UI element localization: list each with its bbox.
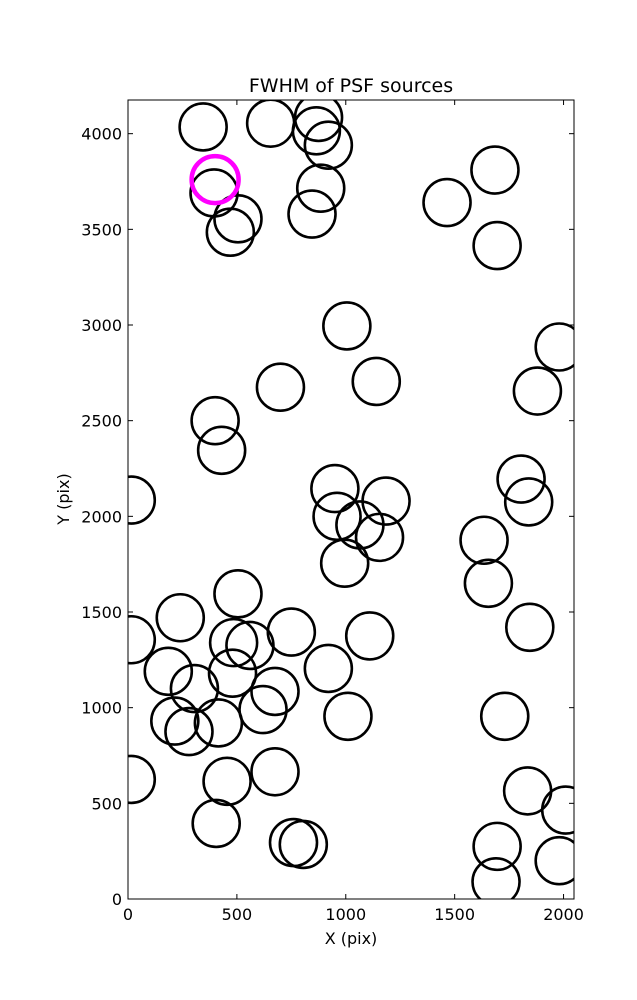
data-point xyxy=(472,220,522,271)
data-point xyxy=(344,611,395,661)
data-point xyxy=(213,569,263,619)
data-point xyxy=(504,602,555,653)
data-point xyxy=(351,356,402,407)
y-tick-label: 4000 xyxy=(81,125,122,144)
data-point xyxy=(503,477,554,527)
x-tick-label: 2000 xyxy=(543,905,584,924)
y-axis-label: Y (pix) xyxy=(54,473,73,525)
data-point xyxy=(207,648,258,699)
x-tick-label: 500 xyxy=(222,905,253,924)
data-point xyxy=(459,515,509,566)
y-tick-label: 0 xyxy=(112,890,122,909)
y-tick-label: 3500 xyxy=(81,220,122,239)
data-point xyxy=(250,666,300,717)
data-point xyxy=(534,835,574,886)
data-point xyxy=(471,856,521,899)
data-point xyxy=(479,691,530,742)
data-point xyxy=(238,684,288,735)
data-point xyxy=(143,646,194,697)
data-points xyxy=(128,100,574,899)
plot-frame xyxy=(127,99,575,900)
data-point xyxy=(128,475,157,525)
data-point xyxy=(190,395,240,446)
data-point xyxy=(319,538,370,589)
data-point xyxy=(287,189,337,239)
highlighted-point xyxy=(189,153,241,206)
x-axis-label: X (pix) xyxy=(325,929,378,948)
data-point xyxy=(534,322,574,372)
data-point xyxy=(463,558,514,609)
data-point xyxy=(502,766,553,816)
y-axis-ticks: 0 500 1000 1500 2000 2500 3000 3500 4000 xyxy=(81,125,574,909)
y-tick-label: 1500 xyxy=(81,603,122,622)
data-point xyxy=(164,706,214,757)
y-tick-label: 500 xyxy=(91,794,122,813)
data-point xyxy=(255,362,306,412)
data-point xyxy=(178,102,228,152)
data-point xyxy=(322,301,372,351)
data-point xyxy=(245,100,296,148)
data-point xyxy=(250,746,300,797)
data-point xyxy=(512,366,563,416)
x-tick-label: 0 xyxy=(123,905,133,924)
data-point xyxy=(303,643,354,694)
data-point xyxy=(310,463,360,514)
x-axis-ticks: 0 500 1000 1500 2000 xyxy=(123,100,584,924)
chart-title: FWHM of PSF sources xyxy=(249,75,453,97)
data-point xyxy=(202,756,252,807)
x-tick-label: 1500 xyxy=(434,905,475,924)
data-point xyxy=(208,617,259,668)
data-point xyxy=(150,696,200,746)
data-point xyxy=(205,207,256,258)
data-point xyxy=(295,163,346,214)
data-point xyxy=(155,592,206,643)
data-point xyxy=(323,691,373,742)
data-point xyxy=(472,821,522,872)
data-point xyxy=(268,817,319,868)
data-point xyxy=(191,798,241,849)
y-tick-label: 2500 xyxy=(81,412,122,431)
data-point xyxy=(540,785,574,835)
data-point xyxy=(291,106,342,156)
data-point xyxy=(225,620,275,671)
data-point xyxy=(196,425,247,476)
data-point xyxy=(169,663,220,714)
y-tick-label: 3000 xyxy=(81,316,122,335)
data-point xyxy=(470,145,520,195)
data-point xyxy=(422,177,472,228)
data-point xyxy=(213,194,263,244)
data-point xyxy=(354,512,405,563)
data-point xyxy=(128,614,157,665)
data-point xyxy=(278,819,329,870)
y-tick-label: 2000 xyxy=(81,507,122,526)
data-point xyxy=(496,454,546,504)
data-point xyxy=(303,120,354,170)
data-point xyxy=(193,698,244,748)
data-point xyxy=(266,607,317,657)
y-tick-label: 1000 xyxy=(81,699,122,718)
x-tick-label: 1000 xyxy=(325,905,366,924)
data-point xyxy=(293,100,344,143)
